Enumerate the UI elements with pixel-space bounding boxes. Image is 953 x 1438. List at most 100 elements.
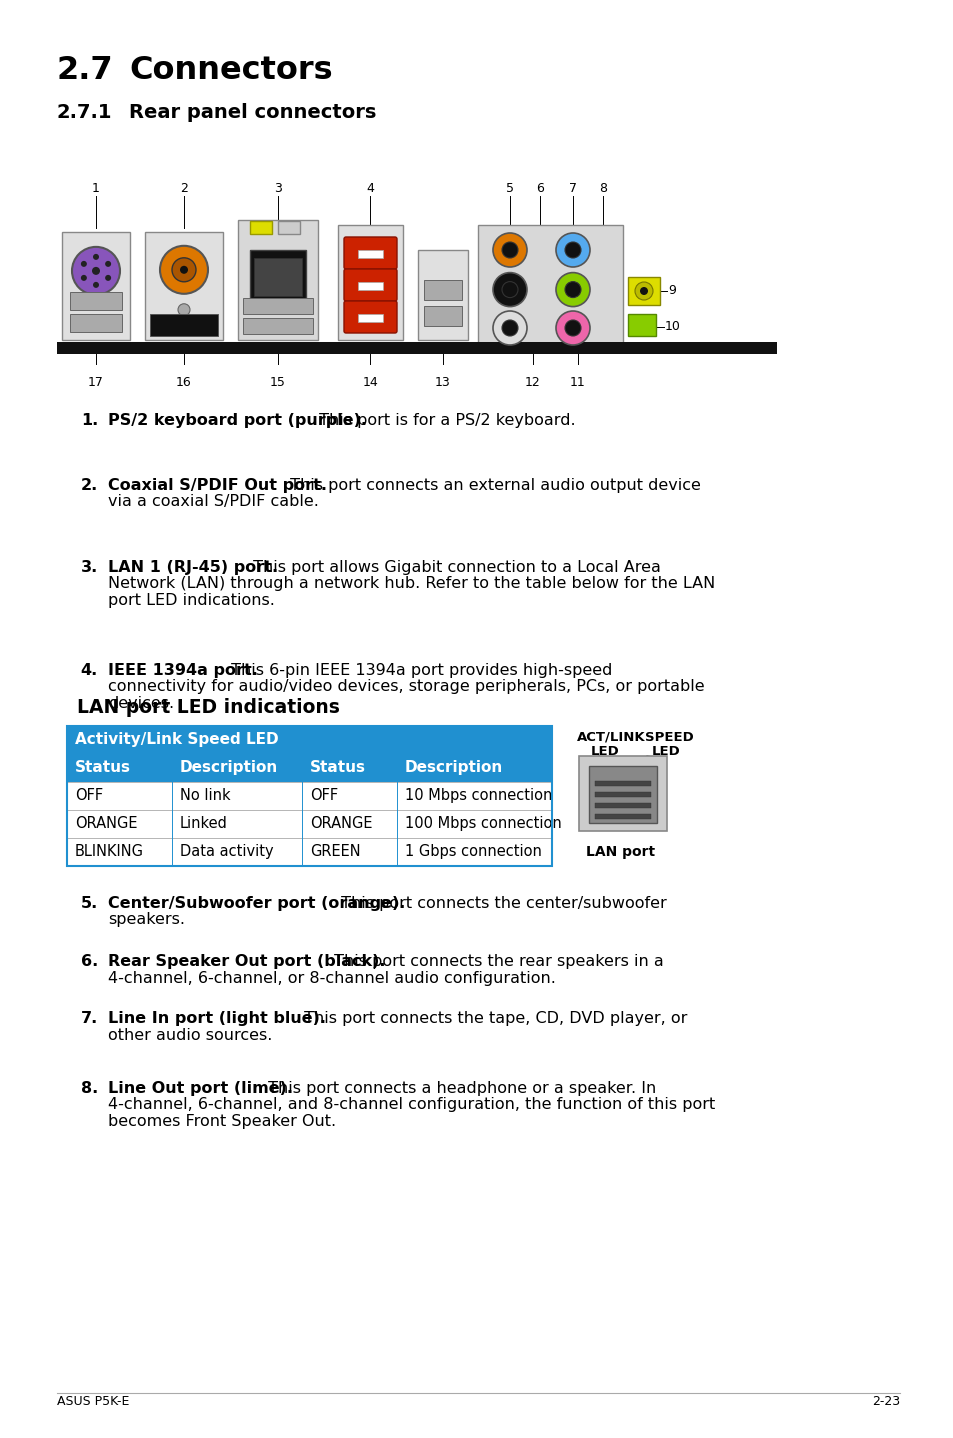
Text: 2.7.1: 2.7.1 — [57, 104, 112, 122]
Bar — [417, 250, 468, 339]
Text: becomes Front Speaker Out.: becomes Front Speaker Out. — [108, 1114, 335, 1129]
Text: Status: Status — [310, 761, 366, 775]
Circle shape — [501, 282, 517, 298]
Circle shape — [160, 246, 208, 293]
Bar — [595, 802, 650, 808]
Text: 7: 7 — [568, 183, 577, 196]
Text: OFF: OFF — [75, 788, 103, 804]
Text: Description: Description — [405, 761, 503, 775]
Bar — [67, 754, 552, 782]
Bar — [237, 220, 317, 339]
Text: Activity/Link Speed LED: Activity/Link Speed LED — [75, 732, 278, 748]
Bar — [357, 282, 382, 290]
Bar — [62, 232, 130, 339]
Circle shape — [564, 242, 580, 257]
Text: ACT/LINK: ACT/LINK — [577, 731, 645, 743]
Text: connectivity for audio/video devices, storage peripherals, PCs, or portable: connectivity for audio/video devices, st… — [108, 680, 704, 695]
Circle shape — [556, 233, 589, 267]
Text: 3.: 3. — [81, 559, 98, 575]
Circle shape — [493, 233, 526, 267]
Circle shape — [564, 282, 580, 298]
Text: 7.: 7. — [81, 1011, 98, 1025]
Text: 4-channel, 6-channel, or 8-channel audio configuration.: 4-channel, 6-channel, or 8-channel audio… — [108, 971, 556, 985]
Text: This port connects an external audio output device: This port connects an external audio out… — [284, 477, 700, 493]
Circle shape — [556, 311, 589, 345]
Circle shape — [178, 303, 190, 316]
Text: This port is for a PS/2 keyboard.: This port is for a PS/2 keyboard. — [314, 413, 575, 429]
Text: LED: LED — [590, 745, 619, 758]
Text: Linked: Linked — [180, 817, 228, 831]
Text: 100 Mbps connection: 100 Mbps connection — [405, 817, 561, 831]
Text: 10: 10 — [664, 321, 680, 334]
Text: PS/2 keyboard port (purple).: PS/2 keyboard port (purple). — [108, 413, 367, 429]
Bar — [277, 221, 299, 234]
Bar — [588, 766, 657, 823]
Text: 1.: 1. — [81, 413, 98, 429]
Text: Line In port (light blue).: Line In port (light blue). — [108, 1011, 326, 1025]
Bar — [357, 250, 382, 257]
Bar — [253, 259, 302, 296]
Text: 13: 13 — [435, 375, 451, 390]
Bar — [67, 726, 552, 754]
FancyBboxPatch shape — [344, 301, 396, 334]
Bar — [595, 781, 650, 787]
Text: 8: 8 — [598, 183, 606, 196]
Circle shape — [172, 257, 195, 282]
Text: LAN 1 (RJ-45) port.: LAN 1 (RJ-45) port. — [108, 559, 278, 575]
Text: 2.7: 2.7 — [57, 55, 113, 86]
Text: IEEE 1394a port.: IEEE 1394a port. — [108, 663, 257, 677]
Text: Line Out port (lime).: Line Out port (lime). — [108, 1081, 293, 1096]
Text: ORANGE: ORANGE — [310, 817, 372, 831]
Text: 5: 5 — [505, 183, 514, 196]
Text: 6: 6 — [536, 183, 543, 196]
Text: This 6-pin IEEE 1394a port provides high-speed: This 6-pin IEEE 1394a port provides high… — [226, 663, 612, 677]
Circle shape — [81, 260, 87, 267]
Circle shape — [105, 260, 111, 267]
Text: 10 Mbps connection: 10 Mbps connection — [405, 788, 552, 804]
Bar — [67, 782, 552, 810]
Text: 4-channel, 6-channel, and 8-channel configuration, the function of this port: 4-channel, 6-channel, and 8-channel conf… — [108, 1097, 715, 1113]
Bar — [243, 298, 313, 313]
Circle shape — [501, 321, 517, 336]
Text: Data activity: Data activity — [180, 844, 274, 860]
Text: OFF: OFF — [310, 788, 337, 804]
Text: 14: 14 — [362, 375, 378, 390]
Circle shape — [493, 311, 526, 345]
Text: 17: 17 — [88, 375, 104, 390]
Bar — [145, 232, 223, 339]
Text: 16: 16 — [176, 375, 192, 390]
Circle shape — [501, 242, 517, 257]
Text: 1: 1 — [92, 183, 100, 196]
Text: 2-23: 2-23 — [871, 1395, 899, 1408]
Text: LED: LED — [651, 745, 680, 758]
Text: This port connects the tape, CD, DVD player, or: This port connects the tape, CD, DVD pla… — [299, 1011, 687, 1025]
Text: Network (LAN) through a network hub. Refer to the table below for the LAN: Network (LAN) through a network hub. Ref… — [108, 577, 715, 591]
Bar — [70, 313, 122, 332]
FancyBboxPatch shape — [344, 269, 396, 301]
Text: 9: 9 — [667, 285, 675, 298]
Bar — [595, 792, 650, 797]
Text: LAN port: LAN port — [586, 846, 655, 858]
Bar — [477, 224, 622, 345]
Bar — [423, 306, 461, 326]
Text: 8.: 8. — [81, 1081, 98, 1096]
Circle shape — [556, 273, 589, 306]
Text: 2.: 2. — [81, 477, 98, 493]
Bar — [423, 280, 461, 301]
Text: 2: 2 — [180, 183, 188, 196]
Text: This port connects the rear speakers in a: This port connects the rear speakers in … — [329, 953, 663, 969]
Bar — [67, 838, 552, 866]
Text: SPEED: SPEED — [644, 731, 693, 743]
Text: devices.: devices. — [108, 696, 174, 710]
Bar — [67, 726, 552, 866]
Bar — [67, 810, 552, 838]
Bar — [243, 318, 313, 334]
Circle shape — [180, 266, 188, 273]
Text: Center/Subwoofer port (orange).: Center/Subwoofer port (orange). — [108, 896, 405, 912]
Text: This port connects the center/subwoofer: This port connects the center/subwoofer — [335, 896, 666, 912]
Bar — [250, 221, 272, 234]
Text: 6.: 6. — [81, 953, 98, 969]
Text: Rear Speaker Out port (black).: Rear Speaker Out port (black). — [108, 953, 385, 969]
Text: port LED indications.: port LED indications. — [108, 592, 274, 608]
Bar — [357, 313, 382, 322]
